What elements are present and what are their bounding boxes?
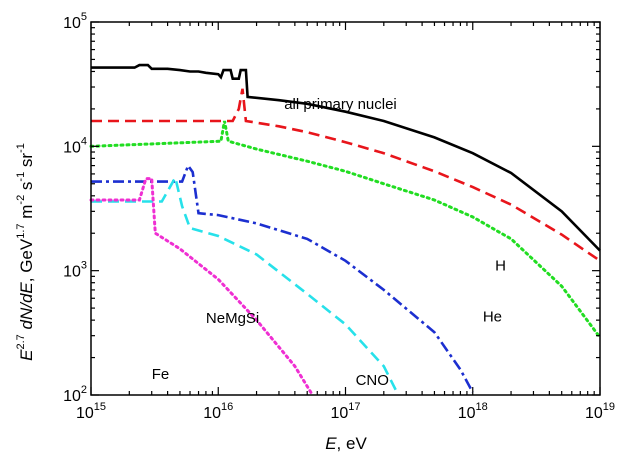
y-tick-label: 102 [63,384,87,405]
x-tick-label: 1015 [76,401,106,422]
tick-label-layer: 1015 1016 1017 1018 1019 102 103 104 105 [63,11,615,422]
annotation-layer: all primary nuclei H He CNO NeMgSi Fe [152,96,506,389]
series-line-h [91,88,601,262]
x-tick-label: 1019 [585,401,615,422]
series-layer [89,63,602,397]
x-axis-title: E, eV [325,434,367,453]
x-tick-label: 1016 [203,401,233,422]
series-label-nemgsi: NeMgSi [206,310,259,327]
series-label-cno: CNO [356,372,389,389]
y-tick-label: 104 [63,135,87,156]
series-label-h: H [495,258,506,275]
series-label-fe: Fe [152,366,170,383]
series-line-cno [91,162,474,394]
x-tick-label: 1018 [458,401,488,422]
series-line-all-primary-nuclei [91,63,601,252]
series-line-nemgsi [91,174,400,396]
x-tick-label: 1017 [330,401,360,422]
series-line-he [89,120,602,339]
plot-frame [90,21,601,396]
series-line-fe [89,177,314,397]
y-axis-title: E2.7 dN/dE, GeV1.7 m-2 s-1 sr-1 [15,143,36,361]
series-label-all-primary-nuclei: all primary nuclei [284,96,397,113]
y-tick-label: 103 [63,260,87,281]
y-tick-label: 105 [63,11,87,32]
series-label-he: He [483,309,502,326]
tick-layer [90,21,601,396]
